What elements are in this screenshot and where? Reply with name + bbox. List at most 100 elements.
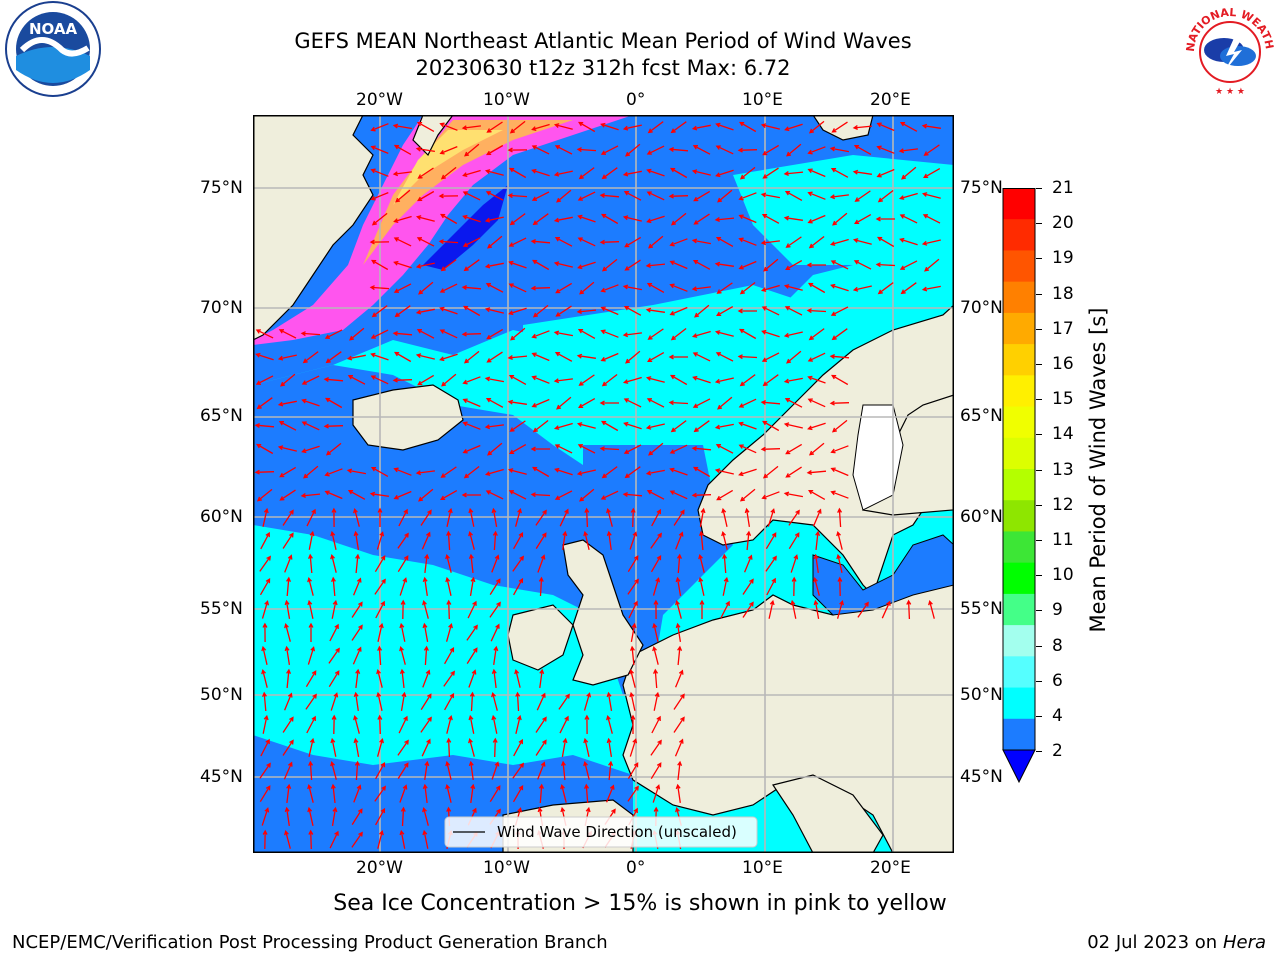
wind-wave-arrow [353, 784, 362, 803]
colorbar-segment [1003, 188, 1035, 220]
wind-wave-arrow [446, 714, 453, 734]
wind-wave-arrow [692, 352, 711, 362]
wind-wave-arrow [716, 306, 734, 317]
wind-wave-arrow [579, 281, 595, 295]
wind-wave-arrow [400, 691, 407, 712]
wind-wave-arrow [601, 373, 618, 387]
wind-wave-arrow [692, 260, 711, 270]
wind-wave-arrow [898, 192, 918, 200]
page-title: GEFS MEAN Northeast Atlantic Mean Period… [294, 29, 912, 53]
wind-wave-arrow [622, 284, 643, 291]
wind-wave-arrow [559, 508, 569, 527]
wind-wave-arrow [353, 507, 360, 527]
wind-wave-arrow [577, 261, 596, 270]
wind-wave-arrow [418, 281, 434, 295]
wind-wave-arrow [397, 739, 409, 756]
wind-wave-arrow [424, 553, 430, 573]
colorbar-segment [1003, 437, 1035, 470]
nws-logo: NATIONAL WEATHER SERVICE ★ ★ ★ [1176, 0, 1280, 100]
wind-wave-arrow [646, 168, 665, 177]
wind-wave-arrow [921, 285, 941, 292]
right-lat-tick-70n: 70°N [960, 298, 1003, 318]
wind-wave-arrow [302, 351, 319, 364]
wind-wave-arrow [576, 469, 596, 476]
wind-wave-arrow [647, 121, 664, 134]
deep-blue-ice-edge [423, 185, 508, 270]
legend-label: Wind Wave Direction (unscaled) [497, 823, 737, 841]
wind-wave-arrow [331, 599, 338, 619]
wind-wave-arrow [279, 466, 297, 478]
wind-wave-arrow [392, 171, 412, 177]
wind-wave-arrow [355, 553, 361, 574]
wind-wave-arrow [375, 600, 385, 619]
top-lon-tick-20e: 20°E [870, 90, 911, 110]
wind-wave-arrow [508, 374, 527, 385]
wind-wave-arrow [461, 285, 482, 290]
wind-wave-arrow [808, 489, 826, 500]
colorbar-extension [1002, 749, 1036, 784]
wind-wave-arrow [577, 191, 596, 201]
wind-wave-arrow [714, 377, 734, 384]
wind-wave-arrow [325, 397, 343, 409]
wind-wave-arrow [328, 647, 340, 664]
wind-wave-arrow [487, 235, 503, 249]
wind-wave-arrow [487, 442, 503, 456]
wind-wave-arrow [830, 467, 849, 477]
wind-wave-arrow [668, 354, 688, 360]
colorbar-tick-label: 11 [1052, 530, 1074, 550]
wind-wave-arrow [808, 235, 825, 249]
wind-wave-arrow [622, 215, 642, 222]
wind-wave-arrow [351, 601, 363, 618]
wind-wave-arrow [928, 599, 935, 619]
wind-wave-arrow [530, 285, 551, 291]
colorbar-segment [1003, 375, 1035, 408]
wind-wave-arrow [783, 215, 803, 221]
wind-wave-arrow [601, 466, 618, 479]
wind-wave-arrow [463, 259, 480, 272]
right-lat-tick-55n: 55°N [960, 599, 1003, 619]
wind-wave-arrow [601, 420, 619, 432]
wind-wave-arrow [669, 238, 688, 247]
wind-wave-arrow [507, 399, 527, 405]
wind-wave-arrow [445, 622, 453, 642]
wind-wave-arrow [624, 259, 641, 271]
wind-wave-arrow [330, 530, 337, 550]
wind-wave-arrow [807, 422, 826, 431]
wind-wave-arrow [576, 422, 596, 429]
wind-wave-arrow [645, 307, 665, 313]
wind-wave-arrow [420, 716, 432, 733]
wind-wave-arrow [900, 282, 917, 295]
wind-wave-arrow [625, 143, 641, 157]
wind-wave-arrow [438, 239, 459, 245]
wind-wave-arrow [421, 531, 431, 550]
wind-wave-arrow [785, 466, 802, 478]
wind-wave-arrow [370, 191, 389, 201]
wind-wave-arrow [788, 509, 800, 526]
wind-wave-arrow [462, 398, 481, 408]
land-svalbard [812, 115, 874, 141]
wind-wave-arrow [392, 123, 413, 130]
wind-wave-arrow [831, 419, 848, 433]
wind-wave-arrow [353, 691, 359, 711]
wind-wave-arrow [578, 121, 596, 133]
wind-wave-arrow [370, 329, 389, 339]
wind-wave-arrow [445, 760, 452, 780]
wind-wave-arrow [468, 507, 475, 527]
wind-wave-arrow [535, 509, 547, 526]
wind-wave-arrow [692, 398, 711, 408]
wind-wave-arrow [606, 714, 613, 734]
wind-wave-arrow [349, 327, 365, 341]
colorbar-segment [1003, 687, 1035, 720]
land-europe-mainland [622, 574, 954, 853]
wind-wave-arrow [303, 465, 319, 479]
wind-wave-arrow [512, 762, 524, 779]
wind-wave-arrow [513, 577, 524, 596]
ocean-region-icelandic [253, 365, 633, 615]
wind-wave-arrow [513, 532, 524, 550]
wind-wave-arrow [837, 507, 843, 528]
wind-wave-arrow [561, 737, 568, 758]
wind-wave-arrow [813, 553, 819, 573]
wind-wave-arrow [630, 622, 637, 643]
wind-wave-arrow [462, 444, 481, 454]
wind-wave-arrow [307, 783, 314, 803]
